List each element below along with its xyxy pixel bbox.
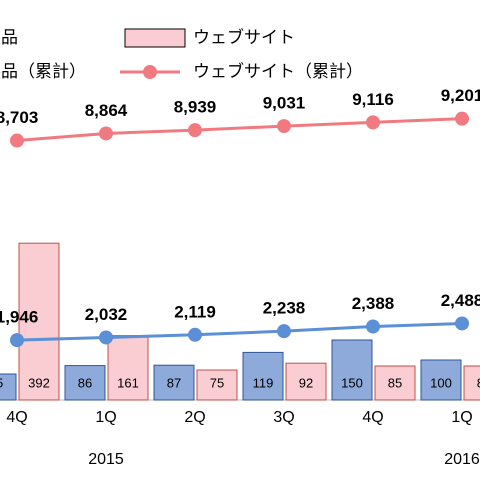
value-label: 8,939	[174, 98, 217, 117]
value-label: 8,703	[0, 108, 38, 127]
x-tick-label: 1Q	[95, 409, 116, 426]
bar	[374, 365, 416, 401]
bar-label: 150	[341, 375, 363, 390]
point	[188, 123, 202, 138]
bar	[196, 369, 238, 401]
point	[10, 133, 24, 148]
bar-label: 75	[210, 375, 224, 390]
line	[16, 117, 463, 143]
line	[16, 321, 463, 342]
legend-label: 製品	[0, 28, 18, 48]
bar	[18, 242, 60, 401]
point	[99, 330, 113, 345]
legend-label: ウェブサイト	[193, 27, 295, 48]
x-tick-label: 4Q	[6, 409, 27, 426]
legend-label: ウェブサイト（累計）	[193, 61, 363, 82]
x-tick-label: 2Q	[184, 409, 205, 426]
point	[10, 333, 24, 348]
bar	[107, 335, 149, 401]
bar	[285, 362, 327, 401]
value-label: 2,488	[441, 291, 480, 310]
legend-swatch	[124, 28, 186, 48]
value-label: 2,119	[174, 302, 216, 321]
bar-label: 87	[167, 375, 181, 390]
bar	[64, 365, 106, 401]
bar-label: 119	[253, 375, 274, 390]
bar	[0, 373, 17, 401]
point	[99, 126, 113, 141]
value-label: 9,116	[352, 90, 394, 109]
point	[455, 316, 469, 331]
bar-label: 85	[477, 375, 480, 390]
bar-label: 85	[388, 375, 402, 390]
point	[277, 324, 291, 339]
value-label: 2,238	[263, 299, 306, 318]
bar-label: 161	[117, 375, 139, 390]
bar	[242, 351, 284, 401]
value-label: 9,031	[263, 94, 306, 113]
bar-label: 65	[0, 375, 3, 390]
point	[277, 119, 291, 134]
bar	[463, 365, 480, 401]
bar-label: 86	[78, 375, 92, 390]
point	[188, 327, 202, 342]
bar-label: 92	[299, 375, 313, 390]
x-tick-label: 1Q	[451, 409, 472, 426]
legend-swatch	[143, 65, 157, 79]
x-tick-label: 4Q	[362, 409, 383, 426]
bar-label: 392	[28, 375, 50, 390]
year-label: 2016	[444, 451, 480, 468]
legend-label: 製品（累計）	[0, 62, 86, 82]
point	[455, 111, 469, 126]
year-label: 2015	[88, 451, 124, 468]
point	[366, 319, 380, 334]
bar	[420, 359, 462, 401]
value-label: 8,864	[85, 101, 128, 120]
bar	[331, 339, 373, 401]
value-label: 9,201	[441, 86, 480, 105]
value-label: 1,946	[0, 308, 38, 327]
x-tick-label: 3Q	[273, 409, 294, 426]
bar	[153, 364, 195, 401]
bar-label: 100	[430, 375, 452, 390]
point	[366, 115, 380, 130]
value-label: 2,388	[352, 294, 395, 313]
value-label: 2,032	[85, 305, 128, 324]
